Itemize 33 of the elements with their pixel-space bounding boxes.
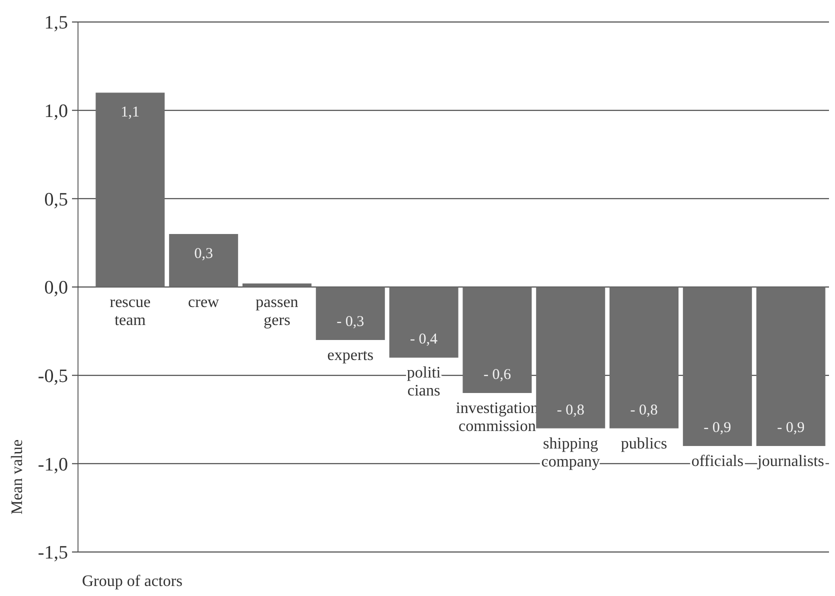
y-tick-label: -1,0: [38, 454, 68, 476]
x-tick-label: publics: [620, 435, 668, 452]
data-label: - 0,4: [410, 332, 438, 348]
y-tick-label: 1,5: [44, 12, 68, 34]
bar: [242, 283, 312, 287]
y-tick-label: -0,5: [38, 366, 68, 387]
y-tick-label: 0,5: [44, 189, 68, 210]
data-label: - 0,3: [336, 314, 364, 330]
y-tick-label: 0,0: [44, 278, 68, 299]
data-label: - 0,9: [704, 420, 732, 436]
y-tick-label: 1,0: [44, 100, 68, 122]
x-tick-label: experts: [327, 347, 374, 364]
bar: [96, 92, 165, 287]
data-label: - 0,8: [630, 402, 658, 418]
data-label: - 0,8: [556, 402, 584, 418]
data-label: - 0,9: [777, 420, 805, 436]
bar: [462, 287, 532, 393]
bar: [682, 287, 752, 446]
bar: [536, 287, 606, 428]
y-tick-label: -1,5: [38, 542, 68, 564]
x-tick-label: rescue team: [110, 294, 151, 329]
data-label: 1,1: [120, 104, 140, 121]
x-tick-label: passen gers: [256, 294, 298, 329]
data-label: 0,3: [194, 246, 213, 262]
y-axis-title: Mean value: [9, 439, 26, 515]
bar: [756, 287, 826, 446]
bar: [389, 287, 458, 358]
bar: [316, 287, 385, 340]
bar: [169, 234, 238, 287]
bar: [610, 287, 679, 428]
x-tick-label: crew: [188, 294, 220, 311]
data-label: - 0,6: [483, 367, 512, 383]
x-axis-title: Group of actors: [82, 573, 182, 590]
